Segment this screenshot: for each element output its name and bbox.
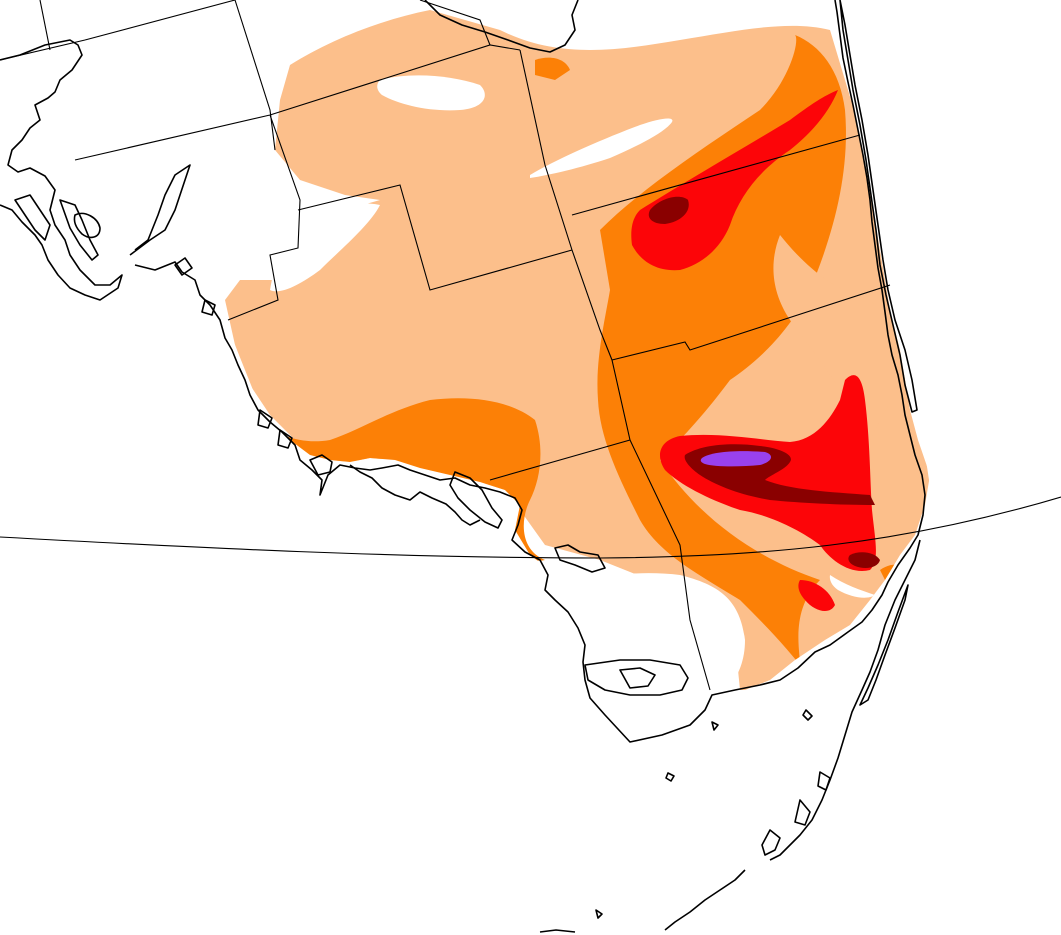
county-line [234,0,276,151]
coastline-segment [665,772,675,782]
coastline-segment [277,429,293,449]
contour-level-2 [535,57,570,80]
contour-level-4 [848,552,880,568]
coastline-segment [761,829,781,856]
county-line [611,284,891,361]
county-boundaries [0,0,891,691]
county-line [419,0,491,46]
coastline-segment [539,929,576,933]
coastline-segment [201,299,216,316]
coastline-segment [0,39,123,301]
coastline-segment [595,909,603,919]
coastline-segment [664,869,746,931]
coastline-segment [257,409,273,429]
shaded-field [225,10,930,740]
contour-level-2 [773,235,905,440]
unshaded-areas [270,75,875,733]
contour-level-2 [597,35,846,665]
county-line [571,134,861,216]
coastline-segment [129,164,191,256]
county-line [39,0,51,51]
coastline-segment [554,544,606,573]
coastline-segment [802,709,813,721]
coastline-segment [59,199,99,261]
contour-level-4 [648,196,689,224]
contour-level-3 [631,90,838,271]
latitude-line [0,496,1061,559]
coastline-segment [309,454,333,476]
coastline-segment [794,799,811,826]
county-line [84,0,236,41]
county-line [489,439,631,481]
contour-level-2 [250,398,545,561]
coastline-segment [619,667,656,689]
contour-level-5 [700,451,772,467]
coastline-segment [711,721,719,731]
coastline-segment [174,257,193,276]
coastline [0,0,926,933]
county-line [74,114,271,161]
shading-level-5 [700,451,772,467]
latitude-line [0,496,1061,559]
coastline-segment [859,584,909,706]
contour-level-3 [383,478,391,486]
coastline-segment [769,539,921,861]
county-line [611,359,711,691]
coastline-segment [349,464,481,526]
coastline-segment [424,0,579,53]
coastline-segment [839,0,918,413]
coastline-segment [449,471,503,529]
county-line [297,184,573,291]
contour-level-3 [798,580,835,612]
coastline-segment [817,771,831,791]
county-line [227,114,301,321]
contour-level-3 [420,480,430,492]
coastline-segment [14,194,51,241]
coastline-segment [73,212,101,239]
coastline-segment [134,0,926,743]
coastline-segment [584,659,689,696]
